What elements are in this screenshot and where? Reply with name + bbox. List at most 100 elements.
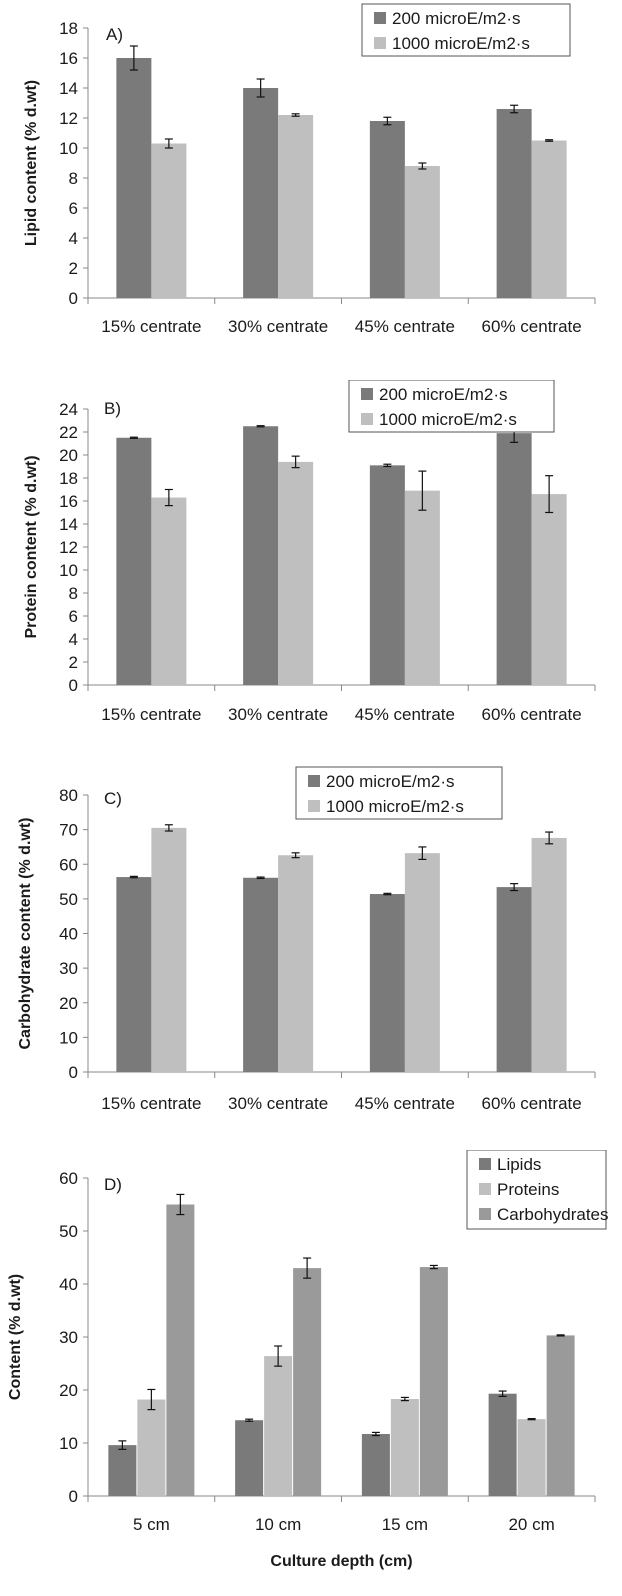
y-tick-label: 10 xyxy=(59,139,78,158)
y-axis-title: Protein content (% d.wt) xyxy=(23,455,40,638)
y-tick-label: 10 xyxy=(59,1434,78,1453)
y-tick-label: 4 xyxy=(69,630,78,649)
y-tick-label: 12 xyxy=(59,109,78,128)
bar xyxy=(369,121,405,298)
legend-label: 200 microE/m2·s xyxy=(326,772,454,791)
bar xyxy=(361,1433,390,1496)
legend-label: Lipids xyxy=(497,1155,541,1174)
panel-label: D) xyxy=(104,1175,122,1194)
bar xyxy=(235,1420,264,1496)
y-tick-label: 30 xyxy=(59,1328,78,1347)
y-tick-label: 0 xyxy=(69,1487,78,1506)
legend-label: Carbohydrates xyxy=(497,1205,609,1224)
x-tick-label: 30% centrate xyxy=(228,317,328,336)
panel-label: C) xyxy=(104,789,122,808)
legend-swatch xyxy=(308,775,320,787)
y-tick-label: 24 xyxy=(59,400,78,419)
x-tick-label: 45% centrate xyxy=(355,1094,455,1113)
legend: 200 microE/m2·s 1000 microE/m2·s xyxy=(295,766,503,820)
panel-label: A) xyxy=(106,25,123,44)
legend: Lipids Proteins Carbohydrates xyxy=(466,1149,609,1230)
chart-panel-protein: 0 2 4 6 8 10 12 14 16 18 20 22 24 15% centrate 30% cen… xyxy=(0,379,622,765)
legend-label: 200 microE/m2·s xyxy=(379,385,507,404)
y-tick-label: 2 xyxy=(69,259,78,278)
bar xyxy=(151,827,187,1072)
bar xyxy=(264,1356,293,1496)
chart-panel-depth: 0 10 20 30 40 50 60 5 cm 10 cm 15 cm 20 cm D) Conten… xyxy=(0,1149,622,1591)
y-tick-label: 0 xyxy=(69,289,78,308)
bar xyxy=(278,855,314,1072)
bar xyxy=(496,433,532,685)
y-tick-label: 60 xyxy=(59,855,78,874)
x-tick-label: 30% centrate xyxy=(228,1094,328,1113)
x-tick-label: 60% centrate xyxy=(482,705,582,724)
legend-label: 1000 microE/m2·s xyxy=(379,410,517,429)
bar xyxy=(278,461,314,685)
bar xyxy=(116,437,152,685)
legend-label: 1000 microE/m2·s xyxy=(326,797,464,816)
bar xyxy=(390,1399,419,1496)
y-tick-label: 16 xyxy=(59,49,78,68)
bar xyxy=(369,894,405,1072)
chart-svg: 0 10 20 30 40 50 60 70 80 15% centrate 30% centrat… xyxy=(17,766,596,1113)
bar xyxy=(546,1335,575,1496)
y-tick-label: 30 xyxy=(59,959,78,978)
y-tick-label: 60 xyxy=(59,1169,78,1188)
y-tick-label: 10 xyxy=(59,1028,78,1047)
y-tick-label: 20 xyxy=(59,1381,78,1400)
bar xyxy=(166,1204,195,1496)
legend-swatch xyxy=(479,1183,491,1195)
legend-label: 1000 microE/m2·s xyxy=(392,34,530,53)
chart-panel-carbohydrate: 0 10 20 30 40 50 60 70 80 15% centrate 30% centrat… xyxy=(0,765,622,1150)
bar xyxy=(419,1267,448,1496)
x-tick-label: 5 cm xyxy=(133,1515,170,1534)
y-axis-title: Lipid content (% d.wt) xyxy=(23,80,40,246)
y-tick-label: 10 xyxy=(59,561,78,580)
bar xyxy=(278,115,314,298)
legend-frame xyxy=(295,766,503,820)
x-tick-label: 15% centrate xyxy=(101,317,201,336)
legend-swatch xyxy=(374,37,386,49)
y-tick-label: 4 xyxy=(69,229,78,248)
legend-swatch xyxy=(479,1208,491,1220)
x-tick-label: 45% centrate xyxy=(355,317,455,336)
y-tick-label: 80 xyxy=(59,786,78,805)
y-tick-label: 16 xyxy=(59,492,78,511)
y-tick-label: 70 xyxy=(59,821,78,840)
y-tick-label: 40 xyxy=(59,925,78,944)
x-axis-title: Culture depth (cm) xyxy=(270,1553,412,1570)
bar xyxy=(137,1399,166,1496)
y-tick-label: 8 xyxy=(69,584,78,603)
bar xyxy=(404,166,440,298)
x-tick-label: 60% centrate xyxy=(482,317,582,336)
legend-frame xyxy=(348,379,555,433)
legend-swatch xyxy=(479,1158,491,1170)
bar xyxy=(151,497,187,685)
y-tick-label: 50 xyxy=(59,890,78,909)
bar xyxy=(369,465,405,685)
legend-swatch xyxy=(361,413,373,425)
chart-svg: 0 2 4 6 8 10 12 14 16 18 15% centrate 30% centrate 4… xyxy=(23,3,596,336)
y-tick-label: 40 xyxy=(59,1275,78,1294)
x-tick-label: 15% centrate xyxy=(101,1094,201,1113)
y-tick-label: 20 xyxy=(59,994,78,1013)
x-tick-label: 10 cm xyxy=(255,1515,301,1534)
panel-label: B) xyxy=(104,399,121,418)
x-tick-label: 15 cm xyxy=(382,1515,428,1534)
y-tick-label: 0 xyxy=(69,676,78,695)
legend-label: 200 microE/m2·s xyxy=(392,9,520,28)
x-tick-label: 15% centrate xyxy=(101,705,201,724)
y-tick-label: 6 xyxy=(69,199,78,218)
chart-panel-lipid: 0 2 4 6 8 10 12 14 16 18 15% centrate 30% centrate 4… xyxy=(0,0,622,380)
y-tick-label: 14 xyxy=(59,515,78,534)
bar xyxy=(496,109,532,298)
bar xyxy=(108,1445,137,1496)
y-axis-title: Content (% d.wt) xyxy=(7,1274,24,1400)
y-tick-label: 14 xyxy=(59,79,78,98)
bar xyxy=(243,88,279,298)
bar xyxy=(488,1393,517,1496)
y-tick-label: 8 xyxy=(69,169,78,188)
bar xyxy=(496,887,532,1072)
